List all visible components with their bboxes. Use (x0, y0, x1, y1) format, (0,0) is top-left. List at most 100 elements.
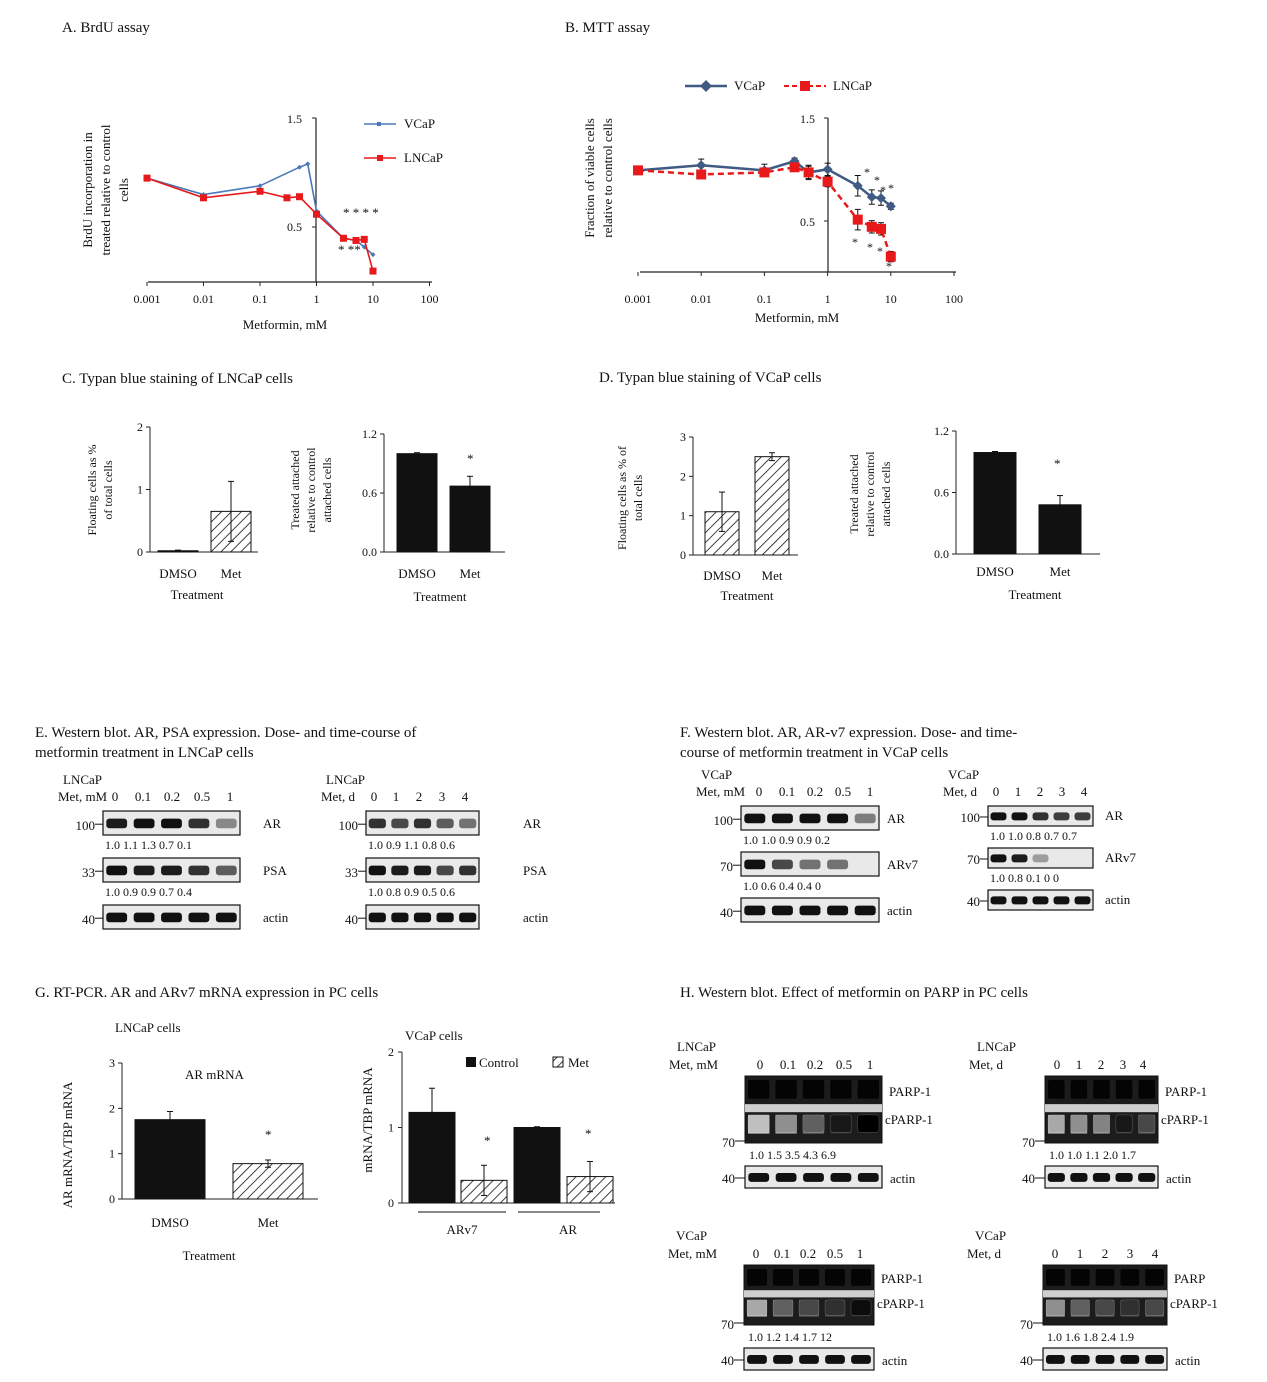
panel-a-ylabel-2: treated relative to control (98, 124, 113, 255)
blot-quant: 1.0 0.9 0.9 0.7 0.4 (105, 885, 192, 899)
blot-ar-band (368, 818, 386, 829)
blot-actin-band (851, 1355, 871, 1364)
parp-band (1138, 1080, 1155, 1099)
ytick-label: 0.6 (362, 486, 377, 500)
blot-psa-band (106, 865, 128, 876)
mw-marker: 40 (345, 912, 358, 927)
blot-actin-band (830, 1173, 852, 1182)
blot-label: cPARP-1 (1170, 1296, 1218, 1311)
parp-band (830, 1080, 852, 1099)
parp-band (799, 1269, 819, 1286)
blot-arv7-band (799, 859, 821, 870)
panel-c-ylabel2-3: attached cells (320, 457, 334, 522)
blot-label: AR (263, 816, 281, 831)
data-point-lncap (759, 167, 770, 178)
panel-d-ylabel2-1: Treated attached (847, 454, 861, 533)
xtick-label: 0.01 (193, 292, 214, 306)
blot-actin-band (747, 1355, 767, 1364)
blot-label: PARP-1 (881, 1271, 923, 1286)
ytick-label: 1.2 (934, 424, 949, 438)
bar-dmso (157, 550, 199, 553)
blot-actin-band (1074, 896, 1091, 905)
panel-f: F. Western blot. AR, AR-v7 expression. D… (680, 725, 1137, 923)
lane-label: 0.5 (836, 1057, 852, 1072)
blot-label: PARP (1174, 1271, 1205, 1286)
cparp-background (799, 1299, 819, 1317)
lane-label: 2 (1098, 1057, 1105, 1072)
lane-label: 2 (1102, 1246, 1109, 1261)
parp-band (748, 1080, 770, 1099)
lane-label: 0.5 (835, 784, 851, 799)
blot-actin-band (1092, 1173, 1111, 1182)
blot-label: cPARP-1 (877, 1296, 925, 1311)
panel-b-star: * (886, 259, 892, 273)
lane-label: 2 (416, 789, 423, 804)
lane-label: 0.2 (164, 789, 180, 804)
blot-ar-band (436, 818, 454, 829)
blot-condition: Met, d (943, 784, 977, 799)
parp-band (1120, 1269, 1140, 1286)
ytick-label: 1 (109, 1147, 115, 1161)
blot-condition: Met, mM (58, 789, 108, 804)
ytick-label: 3 (109, 1056, 115, 1070)
mw-marker: 70 (1020, 1317, 1033, 1332)
data-point-vcap (696, 160, 707, 171)
panel-c-chart-floating: 0 1 2 DMSO Met (137, 420, 258, 581)
mw-marker: 100 (339, 818, 359, 833)
mw-marker: 33 (345, 865, 358, 880)
legend-swatch-met (552, 1056, 564, 1068)
category-label: Met (258, 1215, 279, 1230)
blot-actin-band (803, 1173, 824, 1182)
panel-b-ytick: 0.5 (800, 215, 815, 229)
lane-label: 1 (867, 1057, 874, 1072)
panel-c-ylabel2-1: Treated attached (288, 450, 302, 529)
panel-d: D. Typan blue staining of VCaP cells Flo… (599, 370, 1100, 603)
blot-ar-band (990, 812, 1007, 821)
ytick-label: 1 (388, 1121, 394, 1135)
cparp-background (1093, 1114, 1110, 1134)
blot-ar-band (1074, 812, 1091, 821)
category-label: DMSO (151, 1215, 189, 1230)
lane-label: 4 (1152, 1246, 1159, 1261)
cparp-band (857, 1114, 880, 1133)
legend-marker-vcap (377, 122, 381, 126)
panel-a-xticks: 0.001 0.01 0.1 1 10 100 (134, 282, 439, 306)
blot-actin-band (825, 1355, 845, 1364)
category-label: Met (762, 568, 783, 583)
blot-actin-band (1045, 1355, 1065, 1364)
membrane-gap (1043, 1290, 1167, 1298)
cparp-band (1138, 1114, 1156, 1133)
xtick-label: 0.1 (757, 292, 772, 306)
blot-actin-band (215, 912, 237, 923)
blot-label: AR (887, 811, 905, 826)
bar-dmso (134, 1119, 206, 1200)
parp-band (1070, 1080, 1088, 1099)
legend-vcap: VCaP (404, 116, 435, 131)
xtick-label: 100 (421, 292, 439, 306)
lane-label: 3 (1120, 1057, 1127, 1072)
blot-label: AR (1105, 808, 1123, 823)
lane-label: 1 (393, 789, 400, 804)
blot-cell-line: VCaP (701, 767, 732, 782)
lane-label: 1 (867, 784, 874, 799)
cparp-band (824, 1299, 846, 1316)
panel-a-stars-bottom: * ** (338, 242, 361, 257)
blot-ar-band (854, 813, 876, 824)
blot-actin-band (857, 1173, 879, 1182)
panel-a-ytick: 0.5 (287, 220, 302, 234)
series-line-lncap (146, 177, 374, 272)
blot-actin-band (799, 1355, 819, 1364)
bar-control (408, 1111, 456, 1204)
panel-c-xlabel-1: Treatment (171, 587, 224, 602)
cparp-background (1070, 1114, 1088, 1134)
data-point-lncap (789, 162, 800, 173)
lane-label: 0 (757, 1057, 764, 1072)
blot-actin-band (1120, 1355, 1140, 1364)
parp-band (1046, 1269, 1065, 1286)
mw-marker: 40 (720, 905, 733, 920)
panel-d-ylabel2-2: relative to control (863, 451, 877, 537)
cparp-background (1048, 1114, 1065, 1134)
panel-c-title: C. Typan blue staining of LNCaP cells (62, 371, 293, 387)
parp-band (775, 1080, 797, 1099)
blot-quant: 1.0 0.6 0.4 0.4 0 (743, 879, 821, 893)
